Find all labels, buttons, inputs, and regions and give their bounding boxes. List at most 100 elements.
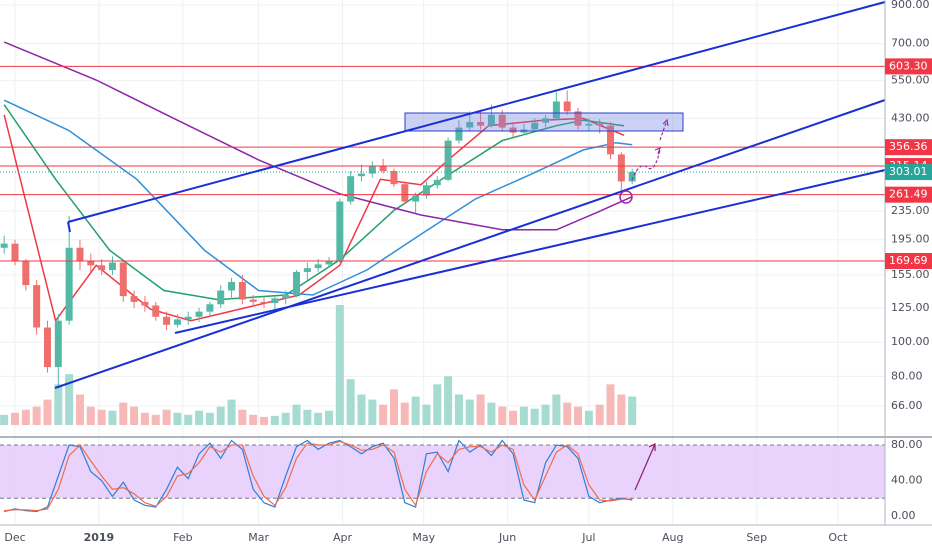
level-tag: [885, 58, 932, 75]
last-price-label: 303.01: [889, 165, 928, 178]
x-tick-label: Mar: [248, 531, 269, 544]
candle-body: [617, 154, 625, 182]
stoch-band-fill: [0, 444, 885, 499]
volume-bar: [314, 412, 323, 425]
candle-body: [325, 260, 333, 265]
candle-body: [390, 171, 398, 185]
y-tick-label: 195.00: [891, 233, 930, 246]
candle-body: [293, 271, 301, 295]
x-tick-label: Sep: [746, 531, 767, 544]
volume: [0, 305, 637, 425]
volume-bar: [422, 404, 431, 425]
x-tick-label: May: [412, 531, 435, 544]
candle-body: [173, 319, 181, 325]
volume-bar: [281, 412, 290, 425]
candle-body: [607, 125, 615, 155]
candle-body: [487, 114, 495, 126]
stoch-lines: [4, 439, 633, 513]
candle-body: [542, 118, 550, 123]
stoch-tick-label: 0.00: [891, 509, 916, 522]
volume-bar: [541, 404, 550, 425]
candle-body: [11, 243, 19, 261]
volume-bar: [465, 399, 474, 425]
volume-bar: [324, 410, 333, 425]
volume-bar: [65, 374, 74, 425]
level-tag: [885, 139, 932, 156]
trend-line: [54, 99, 886, 389]
volume-bar: [335, 305, 344, 425]
candle-body: [466, 121, 474, 128]
y-tick-label: 700.00: [891, 37, 930, 50]
volume-bar: [433, 384, 442, 425]
stoch-tick-label: 40.00: [891, 473, 923, 486]
candle-body: [314, 264, 322, 269]
stoch-tick-label: 80.00: [891, 438, 923, 451]
volume-bar: [509, 410, 518, 425]
candle-body: [65, 247, 73, 321]
candle-body: [368, 166, 376, 174]
y-tick-label: 80.00: [891, 369, 923, 382]
candle-body: [152, 305, 160, 317]
candle-body: [271, 298, 279, 304]
candle-body: [228, 282, 236, 291]
candle-body: [163, 316, 171, 325]
y-tick-label: 100.00: [891, 335, 930, 348]
volume-bar: [606, 384, 615, 425]
volume-bar: [162, 409, 171, 425]
candle-body: [249, 299, 257, 302]
candle-body: [141, 301, 149, 306]
volume-bar: [584, 410, 593, 425]
candle-body: [33, 285, 41, 328]
candle-body: [130, 296, 138, 302]
x-tick-label: Apr: [333, 531, 353, 544]
volume-bar: [552, 394, 561, 425]
volume-bar: [260, 416, 269, 425]
volume-bar: [519, 406, 528, 425]
y-tick-label: 125.00: [891, 301, 930, 314]
moving-average: [3, 114, 625, 323]
volume-bar: [270, 415, 279, 425]
volume-bar: [173, 412, 182, 425]
x-tick-label: Jul: [581, 531, 595, 544]
zone: [404, 112, 684, 132]
candle-body: [477, 121, 485, 126]
x-tick-label: Oct: [828, 531, 848, 544]
candle-body: [119, 262, 127, 297]
candle-body: [336, 201, 344, 261]
volume-bar: [628, 396, 637, 425]
arrow: [631, 149, 661, 181]
candle-body: [412, 195, 420, 202]
volume-bar: [357, 394, 366, 425]
trend-line: [67, 1, 886, 223]
arrow-head: [648, 443, 656, 451]
volume-bar: [346, 379, 355, 425]
level-tag: [885, 253, 932, 270]
x-tick-label: Aug: [662, 531, 683, 544]
volume-bar: [216, 406, 225, 425]
candle-body: [531, 122, 539, 130]
volume-bar: [617, 394, 626, 425]
volume-bar: [379, 404, 388, 425]
candle-body: [206, 304, 214, 312]
volume-bar: [75, 394, 84, 425]
candle-body: [108, 262, 116, 271]
candle-body: [238, 282, 246, 300]
candle-body: [422, 185, 430, 196]
y-tick-label: 900.00: [891, 0, 930, 11]
candle-body: [357, 173, 365, 177]
volume-bar: [21, 409, 30, 425]
volume-bar: [389, 389, 398, 425]
candle-body: [54, 320, 62, 368]
candle-body: [87, 260, 95, 266]
candle-body: [585, 123, 593, 126]
candle-body: [379, 166, 387, 172]
volume-bar: [368, 399, 377, 425]
volume-bar: [498, 406, 507, 425]
volume-bar: [54, 384, 63, 425]
volume-bar: [563, 402, 572, 425]
moving-average: [3, 99, 633, 296]
volume-bar: [10, 412, 19, 425]
volume-bar: [238, 409, 247, 425]
volume-bar: [195, 410, 204, 425]
